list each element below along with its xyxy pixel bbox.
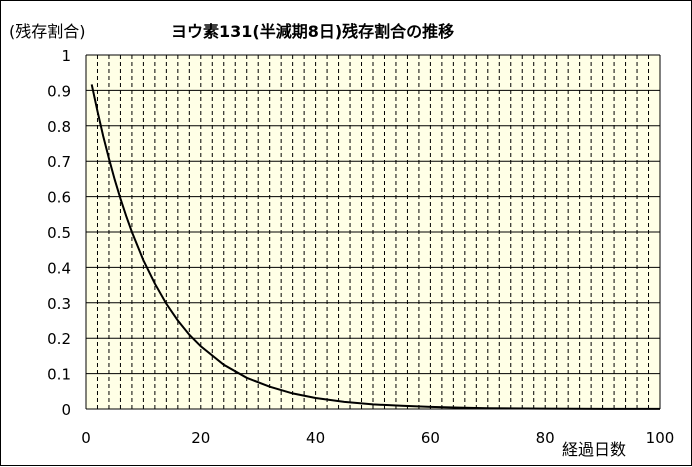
x-axis-label: 経過日数 — [562, 440, 626, 459]
y-tick-label: 0.2 — [47, 330, 71, 348]
y-axis-label: (残存割合) — [9, 22, 86, 41]
y-tick-label: 0.4 — [47, 259, 71, 277]
y-tick-label: 0.1 — [47, 366, 71, 384]
y-tick-label: 0.5 — [47, 224, 71, 242]
x-tick-label: 60 — [421, 429, 440, 447]
x-tick-labels: 0 20 40 60 80 100 — [81, 429, 674, 447]
horizontal-grid — [85, 54, 661, 410]
x-tick-label: 100 — [646, 429, 675, 447]
y-tick-label: 0.3 — [47, 295, 71, 313]
x-tick-label: 0 — [81, 429, 91, 447]
x-tick-label: 80 — [536, 429, 555, 447]
y-tick-label: 1 — [61, 47, 71, 65]
y-tick-label: 0 — [61, 401, 71, 419]
x-tick-label: 40 — [306, 429, 325, 447]
y-tick-label: 0.6 — [47, 189, 71, 207]
y-tick-label: 0.7 — [47, 153, 71, 171]
x-tick-label: 20 — [191, 429, 210, 447]
chart-title: ヨウ素131(半減期8日)残存割合の推移 — [171, 22, 454, 41]
decay-curve-line — [90, 84, 660, 410]
y-tick-label: 0.9 — [47, 82, 71, 100]
y-tick-labels: 0 0.1 0.2 0.3 0.4 0.5 0.6 0.7 0.8 0.9 1 — [47, 47, 71, 419]
y-tick-label: 0.8 — [47, 118, 71, 136]
